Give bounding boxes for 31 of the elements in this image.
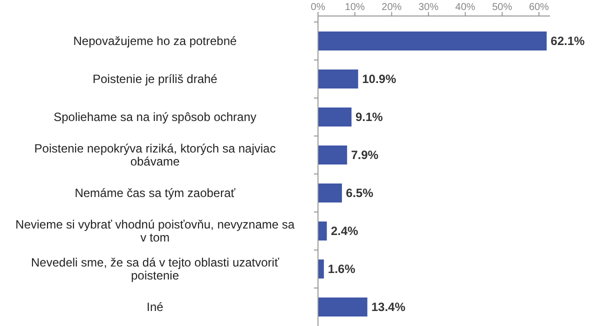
- data-label: 62.1%: [550, 34, 586, 48]
- data-label: 1.6%: [328, 262, 356, 276]
- y-tick-label: Iné: [146, 300, 164, 314]
- data-label: 9.1%: [356, 110, 384, 124]
- y-tick-label: Poistenie nepokrýva riziká, ktorých sa najviac obávame: [34, 142, 276, 169]
- x-tick-label: 60%: [528, 2, 550, 13]
- bar: [318, 108, 352, 126]
- y-tick-label: Nemáme čas sa tým zaoberať: [74, 186, 236, 200]
- x-tick-label: 20%: [382, 2, 402, 13]
- bar: [318, 260, 324, 278]
- x-tick-label: 30%: [418, 2, 439, 13]
- data-label: 7.9%: [351, 148, 379, 162]
- bar: [318, 222, 327, 240]
- bar: [318, 32, 547, 50]
- data-label: 10.9%: [362, 72, 396, 86]
- bar: [318, 184, 342, 202]
- bar: [318, 298, 368, 316]
- y-tick-label: Nevedeli sme, že sa dá v tejto oblasti uzatvoriť poistenie: [31, 256, 280, 283]
- x-tick-label: 0%: [310, 2, 326, 13]
- y-tick-label: Nepovažujeme ho za potrebné: [73, 34, 238, 48]
- y-tick-label: Poistenie je príliš drahé: [92, 72, 218, 86]
- y-tick-label: Spoliehame sa na iný spôsob ochrany: [54, 110, 256, 124]
- data-label: 2.4%: [330, 224, 359, 238]
- x-tick-label: 40%: [455, 2, 476, 13]
- y-tick-label: Nevieme si vybrať vhodnú poisťovňu, nevyzname sa v tom: [15, 218, 295, 245]
- x-tick-label: 10%: [344, 2, 365, 13]
- bar: [318, 70, 358, 88]
- x-tick-label: 50%: [492, 2, 512, 13]
- data-label: 13.4%: [371, 300, 406, 314]
- data-label: 6.5%: [346, 186, 374, 200]
- bar: [318, 146, 348, 164]
